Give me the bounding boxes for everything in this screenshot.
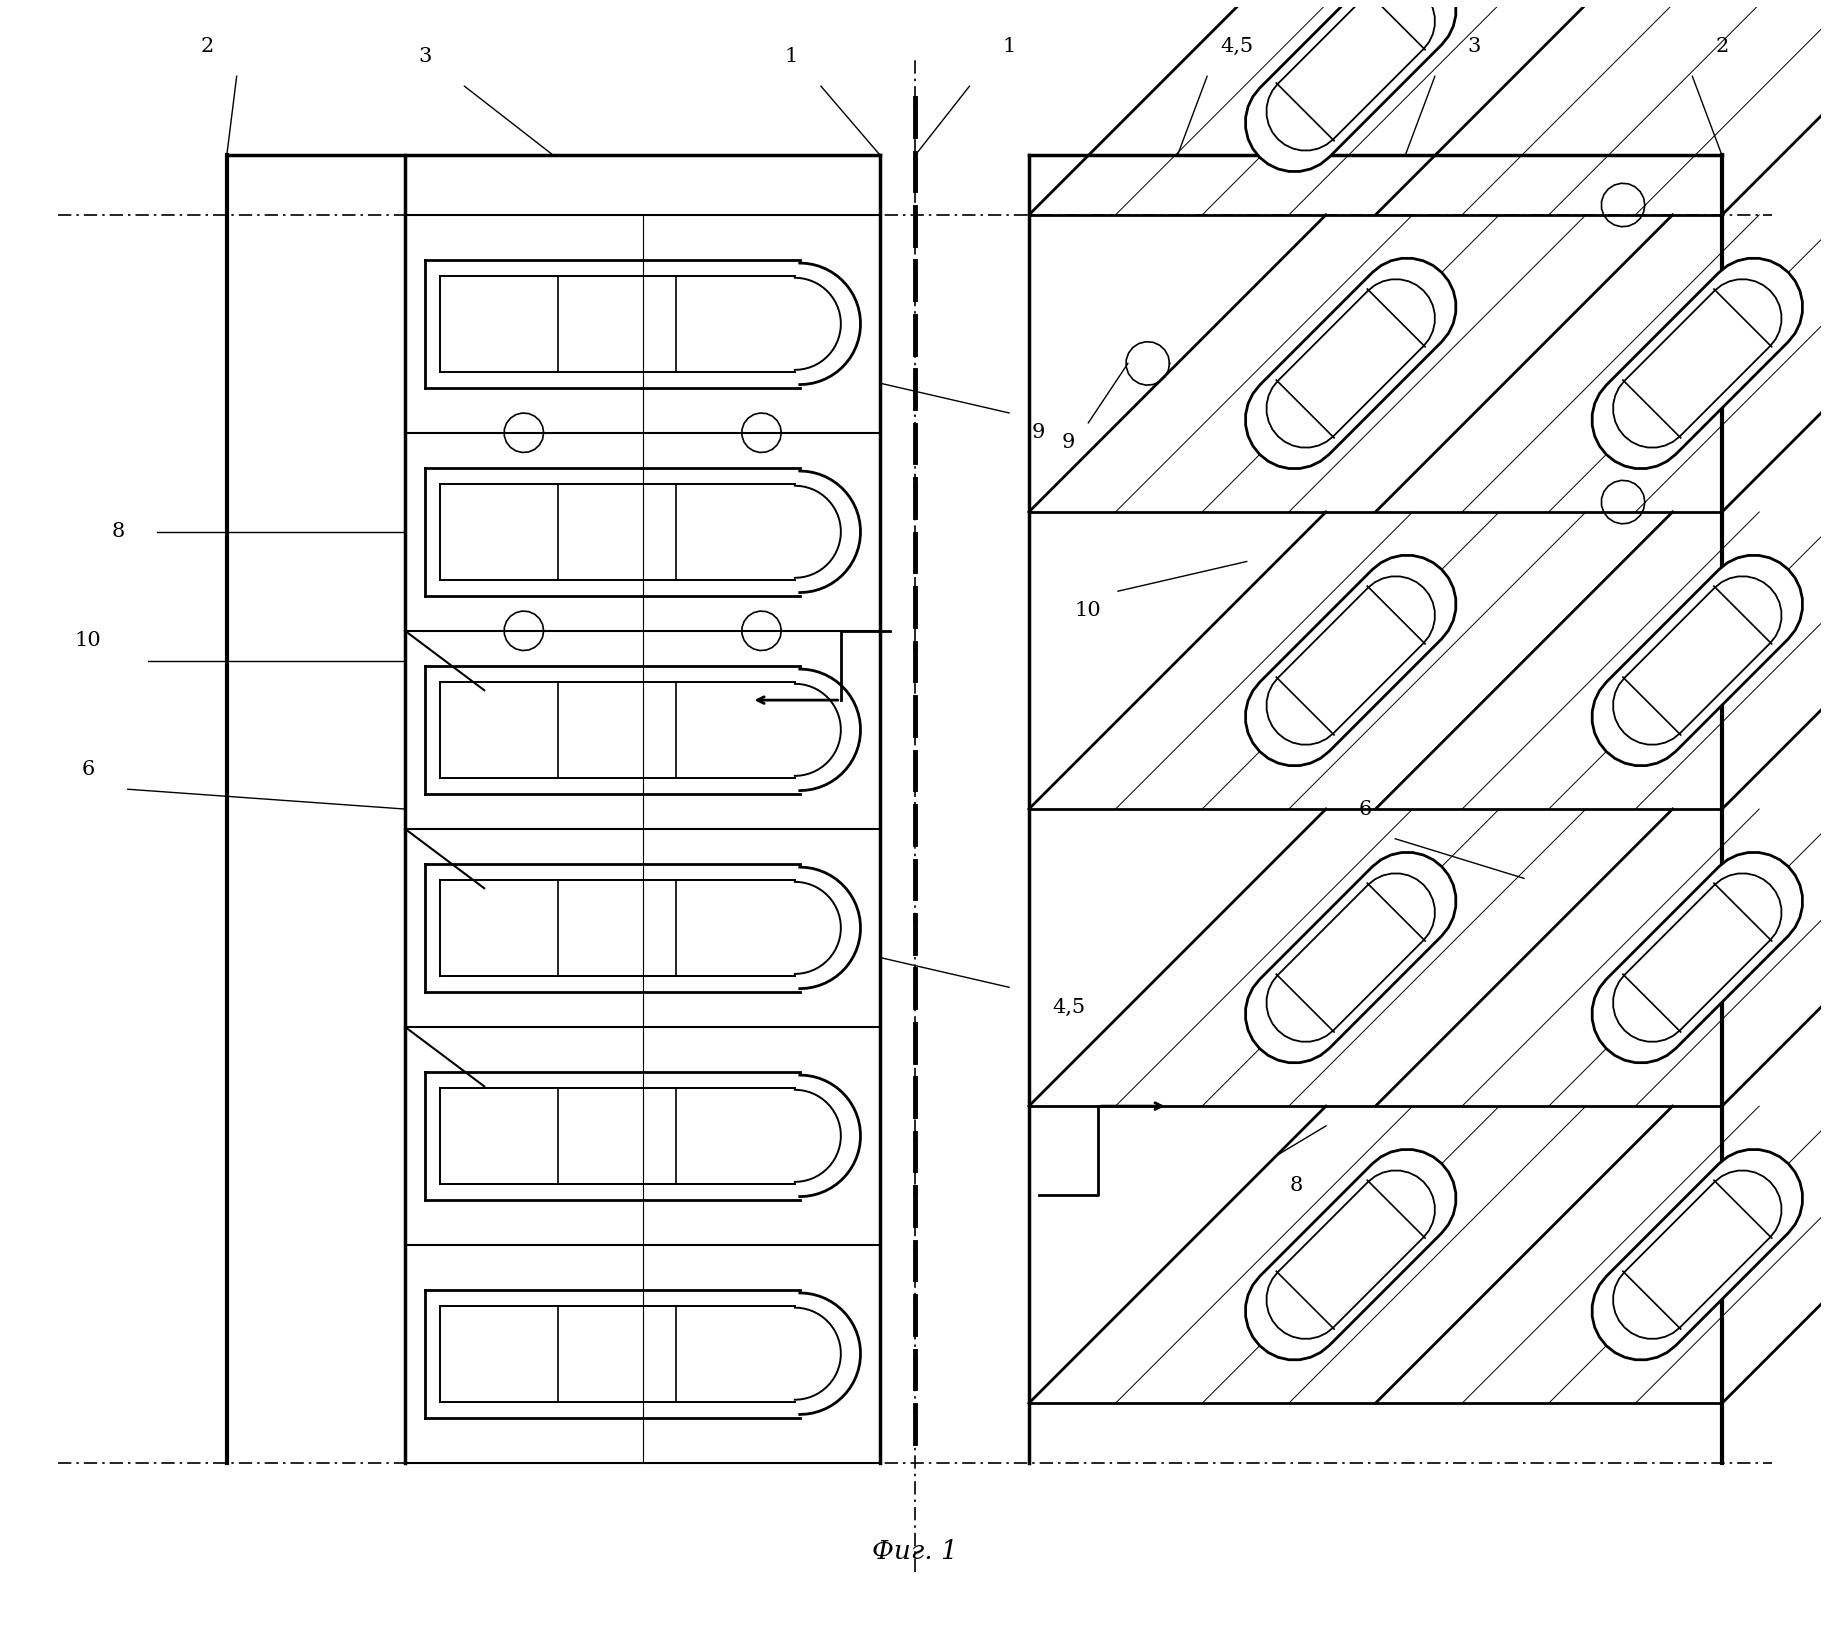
Polygon shape: [1246, 0, 1457, 171]
Text: 2: 2: [1715, 37, 1729, 55]
Polygon shape: [1614, 280, 1781, 448]
Polygon shape: [1592, 555, 1803, 765]
Polygon shape: [1592, 853, 1803, 1063]
Text: 8: 8: [1290, 1175, 1303, 1195]
Text: Фиг. 1: Фиг. 1: [873, 1538, 957, 1565]
Polygon shape: [1246, 259, 1457, 469]
Text: 1: 1: [785, 47, 798, 67]
Text: 3: 3: [1468, 37, 1480, 55]
Text: 4,5: 4,5: [1052, 998, 1085, 1016]
Text: 9: 9: [1061, 433, 1076, 453]
Polygon shape: [1266, 1171, 1435, 1338]
Text: 10: 10: [75, 632, 101, 650]
Text: 10: 10: [1074, 601, 1102, 620]
Polygon shape: [1266, 0, 1435, 150]
Polygon shape: [1614, 874, 1781, 1042]
Text: 6: 6: [1360, 799, 1372, 819]
Polygon shape: [1614, 1171, 1781, 1338]
Polygon shape: [1246, 1149, 1457, 1359]
Polygon shape: [1266, 280, 1435, 448]
Text: 2: 2: [199, 37, 214, 55]
Text: 3: 3: [417, 47, 432, 67]
Polygon shape: [1246, 853, 1457, 1063]
Text: 9: 9: [1032, 423, 1045, 443]
Text: 6: 6: [82, 760, 95, 778]
Polygon shape: [1614, 576, 1781, 744]
Text: 8: 8: [112, 523, 124, 540]
Polygon shape: [1266, 576, 1435, 744]
Polygon shape: [1592, 1149, 1803, 1359]
Text: 1: 1: [1003, 37, 1016, 55]
Polygon shape: [1246, 555, 1457, 765]
Polygon shape: [1592, 259, 1803, 469]
Polygon shape: [1266, 874, 1435, 1042]
Text: 4,5: 4,5: [1221, 37, 1254, 55]
